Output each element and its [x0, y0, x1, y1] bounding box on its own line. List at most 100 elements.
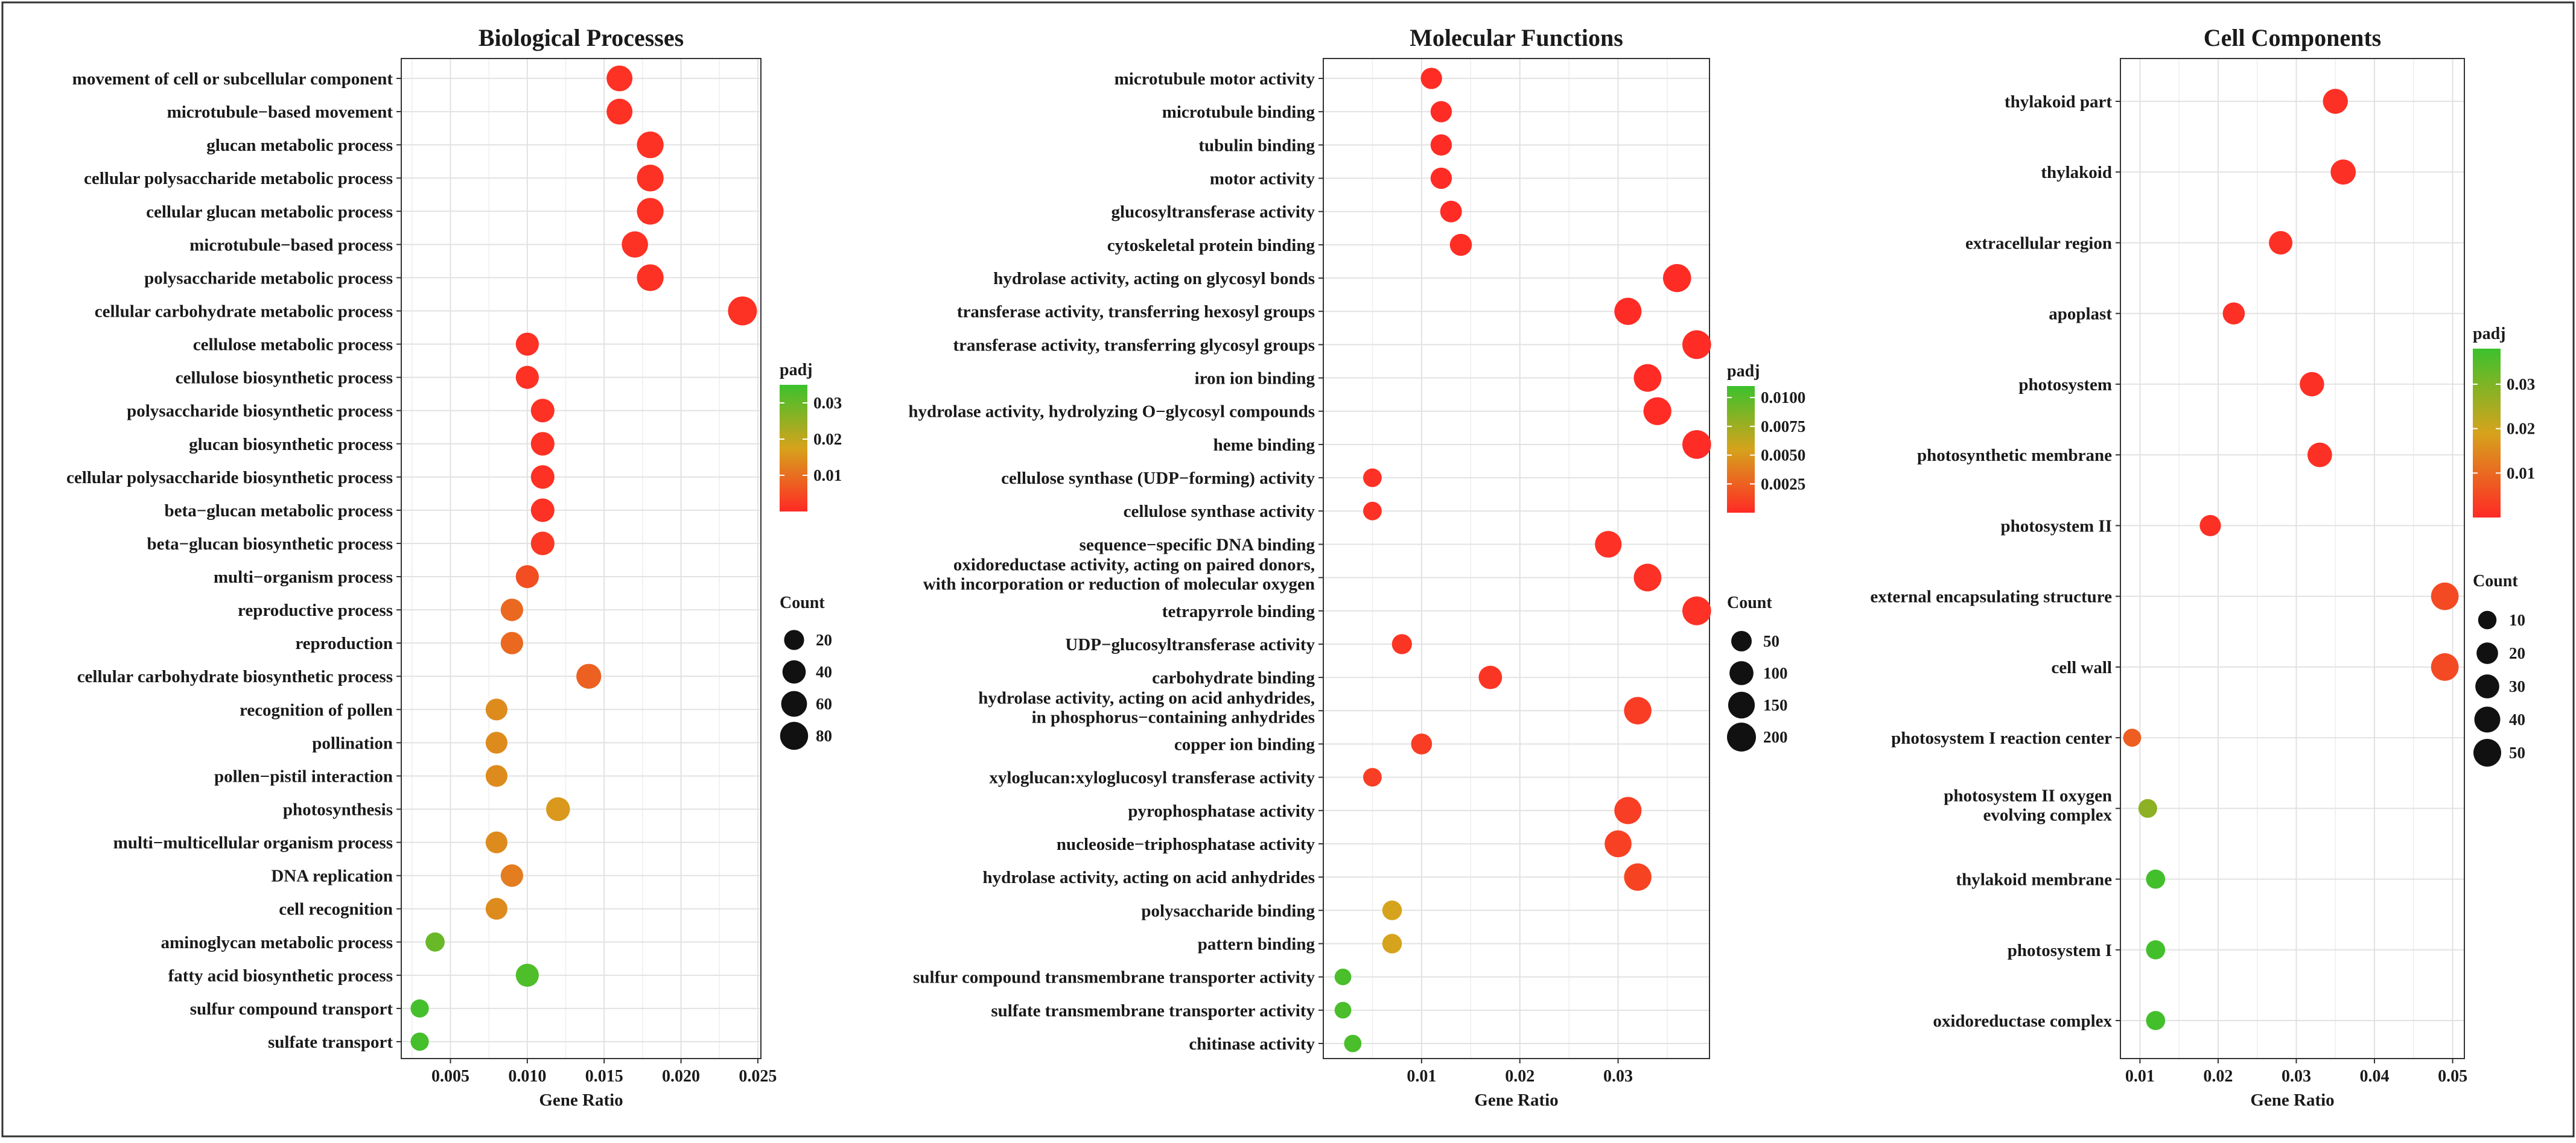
x-tick-label: 0.01: [2125, 1067, 2155, 1086]
size-legend-title: Count: [780, 594, 825, 612]
category-label: xyloglucan:xyloglucosyl transferase acti…: [989, 768, 1315, 788]
category-label: cellulose synthase (UDP−forming) activit…: [1001, 469, 1315, 488]
data-point: [1595, 531, 1622, 558]
color-legend-label: 0.0075: [1761, 417, 1805, 435]
data-point: [1430, 134, 1452, 156]
category-label: glucosyltransferase activity: [1111, 203, 1315, 222]
category-label: external encapsulating structure: [1870, 587, 2112, 607]
plot-border: [1323, 58, 1710, 1059]
color-legend-label: 0.01: [813, 466, 842, 484]
data-point: [410, 999, 429, 1018]
category-label: fatty acid biosynthetic process: [168, 966, 393, 986]
data-point: [1440, 200, 1462, 223]
size-legend-symbol: [1727, 723, 1756, 752]
data-point: [515, 366, 539, 389]
category-label: pollen−pistil interaction: [214, 767, 393, 786]
data-point: [2146, 940, 2166, 960]
data-point: [1682, 430, 1711, 459]
data-point: [637, 165, 664, 192]
data-point: [637, 131, 664, 159]
panel-1: Molecular Functions microtubule motor act…: [908, 24, 1805, 1110]
size-legend-symbol: [784, 630, 804, 650]
category-label: beta−glucan metabolic process: [165, 501, 393, 521]
data-point: [1334, 1001, 1352, 1019]
category-label: pollination: [312, 733, 393, 753]
color-legend-label: 0.0025: [1761, 475, 1805, 493]
size-legend-label: 50: [1763, 632, 1779, 650]
category-label: cell recognition: [279, 900, 393, 919]
data-point: [1604, 830, 1632, 858]
category-label: hydrolase activity, hydrolyzing O−glycos…: [908, 402, 1315, 422]
x-tick-label: 0.005: [431, 1067, 469, 1086]
data-point: [2146, 1011, 2166, 1030]
data-point: [1334, 968, 1352, 986]
data-point: [425, 932, 445, 952]
category-label-line: photosystem II oxygen: [1944, 786, 2112, 805]
category-label: reproduction: [295, 634, 393, 653]
category-label: sulfur compound transmembrane transporte…: [913, 968, 1315, 987]
data-point: [1449, 233, 1472, 256]
data-point: [1614, 297, 1642, 325]
category-label: photosystem II oxygen evolving complex: [1944, 786, 2112, 825]
category-label: photosystem: [2018, 375, 2112, 394]
data-point: [637, 264, 664, 291]
panel-2: Cell Components thylakoid part thylakoid ex…: [1870, 24, 2535, 1110]
category-label-line: hydrolase activity, acting on acid anhyd…: [978, 688, 1315, 708]
plot-border: [2120, 58, 2465, 1059]
x-tick-label: 0.015: [585, 1067, 623, 1086]
data-point: [2138, 799, 2157, 818]
x-axis-title: Gene Ratio: [1474, 1091, 1558, 1110]
x-tick-label: 0.03: [1603, 1067, 1633, 1086]
category-label: recognition of pollen: [240, 700, 393, 720]
category-label: cellular polysaccharide biosynthetic pro…: [66, 468, 393, 487]
size-legend-label: 40: [2509, 711, 2525, 729]
category-label: pyrophosphatase activity: [1128, 802, 1315, 821]
data-point: [485, 831, 507, 853]
data-point: [1363, 468, 1382, 487]
data-point: [1411, 733, 1433, 755]
color-legend-bar: [2473, 349, 2501, 518]
category-label: cellulose synthase activity: [1124, 502, 1315, 521]
category-label: reproductive process: [238, 601, 393, 620]
data-point: [485, 698, 507, 721]
data-point: [530, 465, 555, 489]
data-point: [500, 632, 523, 654]
data-point: [1420, 68, 1442, 89]
category-label: pattern binding: [1198, 934, 1315, 954]
category-label: cellular glucan metabolic process: [146, 202, 393, 221]
category-label: carbohydrate binding: [1152, 668, 1315, 688]
data-point: [1391, 634, 1412, 654]
color-legend-label: 0.01: [2507, 464, 2535, 482]
data-point: [1682, 596, 1711, 625]
data-point: [576, 663, 602, 689]
data-point: [2222, 302, 2245, 325]
category-label: photosystem I: [2008, 941, 2112, 960]
data-point: [530, 531, 555, 556]
color-legend-title: padj: [1727, 362, 1760, 381]
color-legend-label: 0.02: [813, 430, 842, 448]
x-tick-label: 0.03: [2282, 1067, 2311, 1086]
x-tick-label: 0.020: [662, 1067, 700, 1086]
data-point: [2146, 869, 2166, 889]
category-label: chitinase activity: [1189, 1034, 1315, 1054]
category-label: glucan biosynthetic process: [189, 435, 393, 454]
data-point: [1624, 697, 1652, 724]
data-point: [1633, 563, 1662, 592]
size-legend-symbol: [2476, 642, 2498, 664]
x-tick-label: 0.05: [2438, 1067, 2467, 1086]
size-legend-symbol: [2473, 739, 2501, 767]
size-legend-title: Count: [1727, 594, 1772, 612]
category-label: sequence−specific DNA binding: [1080, 535, 1315, 554]
data-point: [1662, 264, 1691, 293]
data-point: [1382, 934, 1402, 954]
plot-border: [401, 58, 762, 1059]
size-legend-label: 40: [816, 663, 832, 681]
data-point: [606, 65, 633, 92]
x-axis-title: Gene Ratio: [2250, 1091, 2334, 1110]
data-point: [2323, 89, 2348, 114]
color-legend-bar: [1727, 386, 1755, 513]
plot-area: [401, 59, 761, 1059]
category-label: tetrapyrrole binding: [1162, 602, 1315, 621]
category-label: microtubule binding: [1162, 103, 1315, 122]
